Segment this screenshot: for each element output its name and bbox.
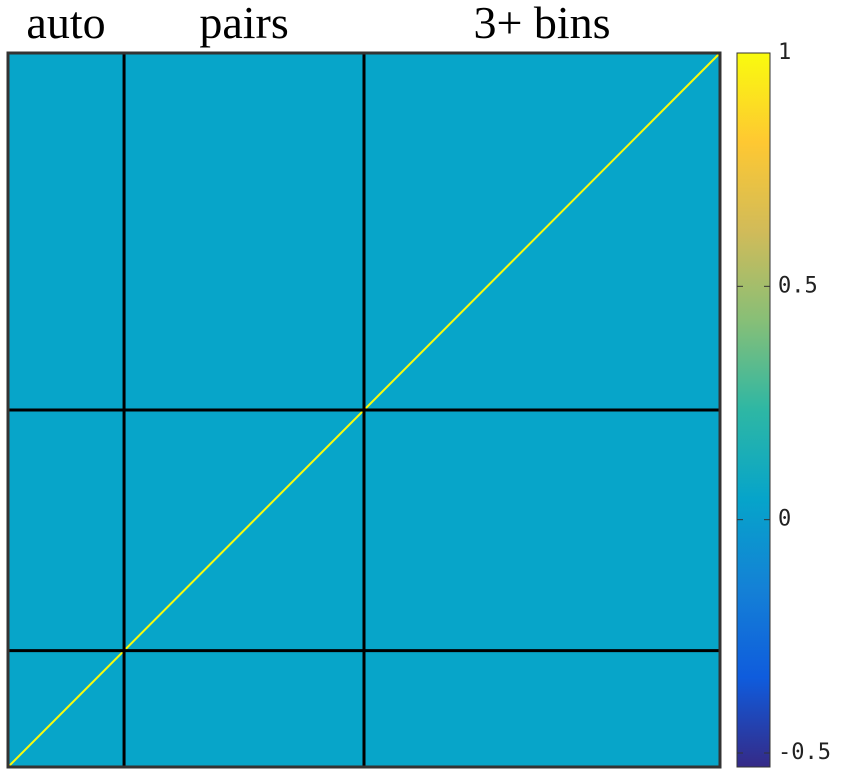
colorbar-tick-label: 0.5 [778,273,818,298]
colorbar-tick-label: -0.5 [778,740,831,765]
block-label: auto [26,0,105,48]
block-label: pairs [199,0,288,48]
colorbar-tick-label: 1 [778,40,791,65]
colorbar-tick-label: 0 [778,507,791,532]
colorbar [736,52,771,768]
matrix-frame [6,51,722,769]
block-label: 3+ bins [473,0,610,48]
